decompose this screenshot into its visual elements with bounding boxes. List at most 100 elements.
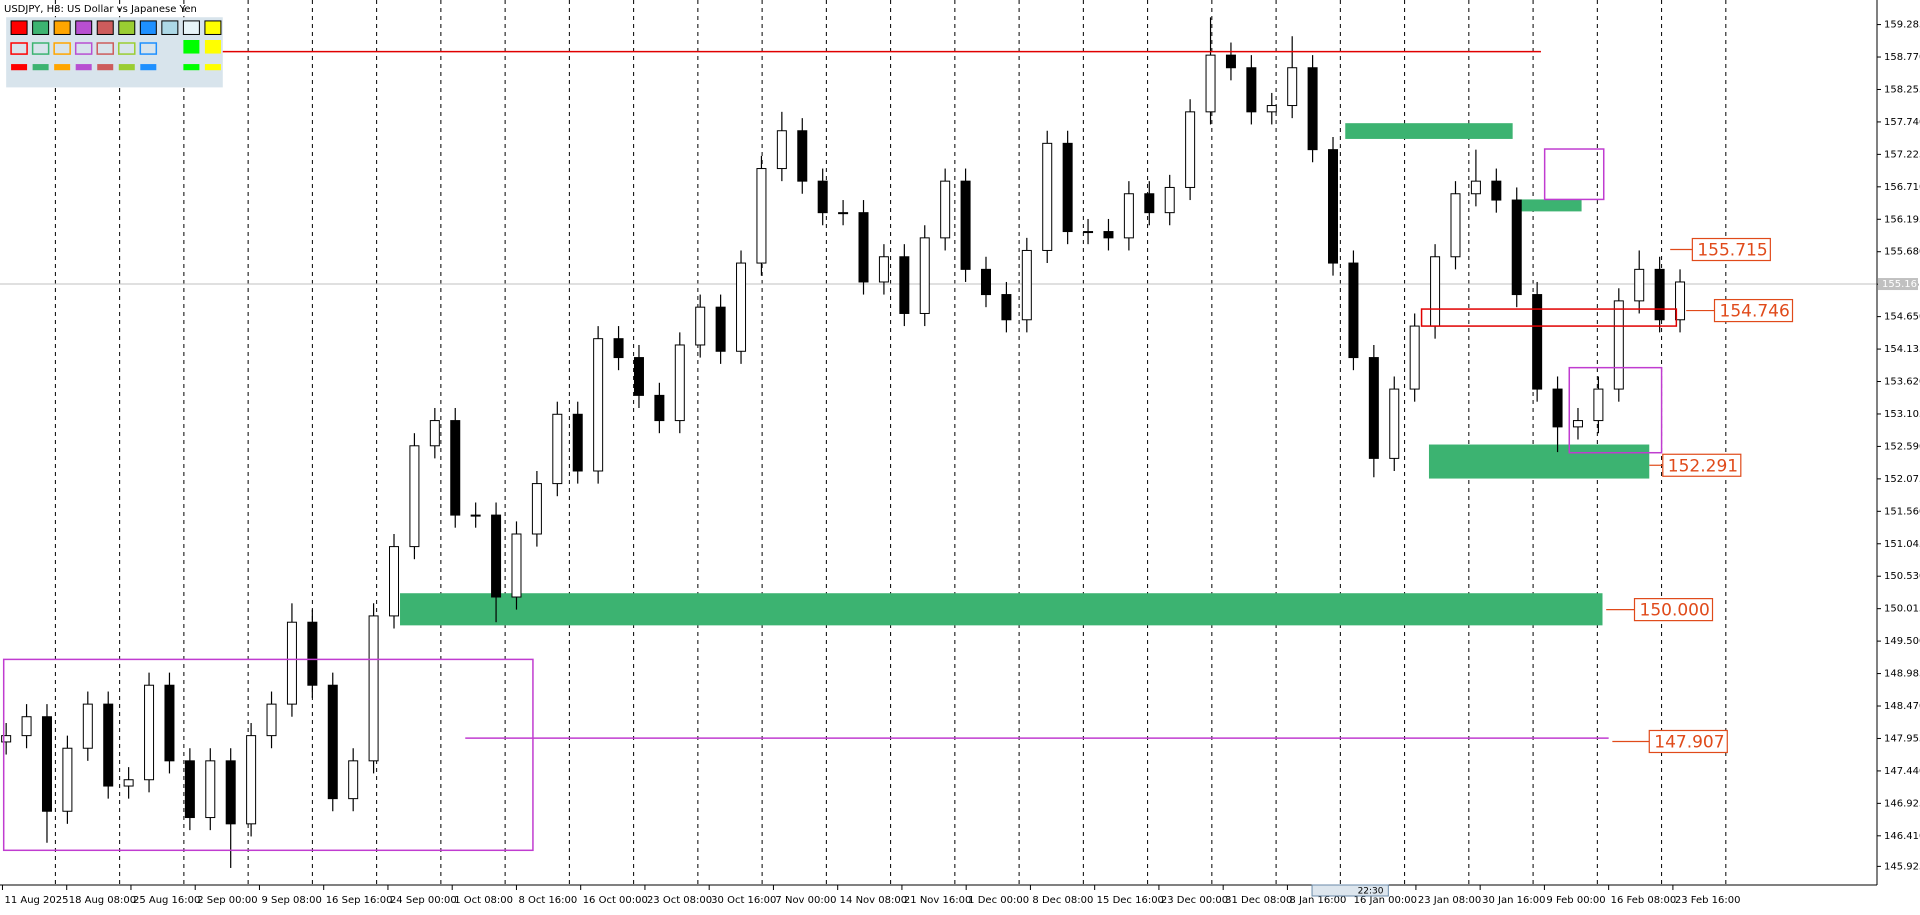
candle-body [1083, 231, 1094, 234]
color-swatch[interactable] [118, 42, 136, 55]
candle-body [103, 703, 114, 787]
color-swatch[interactable] [204, 20, 222, 35]
y-tick-label: 157.740 [1884, 117, 1920, 128]
color-swatch[interactable] [32, 20, 50, 35]
color-swatch[interactable] [96, 42, 114, 55]
level-label: 155.715 [1697, 241, 1767, 261]
candle-body [1470, 180, 1481, 195]
color-swatch[interactable] [75, 20, 93, 35]
color-swatch[interactable] [183, 64, 200, 71]
y-tick-label: 146.925 [1884, 798, 1920, 809]
color-swatch[interactable] [97, 64, 114, 71]
y-tick-label: 159.285 [1884, 20, 1920, 31]
candle-body [695, 306, 706, 346]
color-swatch[interactable] [139, 42, 158, 55]
x-tick-label: 23 Feb 16:00 [1675, 895, 1741, 906]
color-swatch[interactable] [161, 64, 178, 71]
color-swatch[interactable] [204, 64, 221, 71]
y-tick-label: 148.985 [1884, 669, 1920, 680]
y-tick-label: 151.560 [1884, 506, 1920, 517]
current-price-label: 155.167 [1882, 279, 1920, 290]
candle-body [41, 716, 52, 812]
candle-body [307, 621, 318, 686]
x-tick-label: 31 Dec 08:00 [1225, 895, 1292, 906]
candle-body [654, 394, 665, 422]
color-swatch[interactable] [161, 40, 178, 54]
range-box [1543, 148, 1605, 201]
color-swatch[interactable] [161, 20, 179, 35]
candle-body [184, 760, 195, 819]
color-swatch[interactable] [204, 40, 221, 54]
candle-body [1654, 268, 1665, 321]
x-tick-label: 24 Sep 00:00 [390, 895, 457, 906]
x-tick-label: 16 Jan 00:00 [1354, 895, 1417, 906]
color-swatch[interactable] [74, 42, 93, 55]
candle-body [450, 420, 461, 516]
candle-body [756, 168, 767, 264]
x-tick-label: 8 Jan 16:00 [1289, 895, 1346, 906]
candle-body [776, 130, 787, 170]
x-tick-label: 8 Dec 08:00 [1032, 895, 1093, 906]
color-swatch[interactable] [140, 64, 157, 71]
candle-body [1, 735, 12, 743]
x-tick-label: 8 Oct 16:00 [518, 895, 577, 906]
candle-body [470, 514, 481, 517]
chart-title: USDJPY, H8: US Dollar vs Japanese Yen [4, 4, 197, 15]
candle-body [1205, 54, 1216, 113]
candle-body [1021, 249, 1032, 321]
color-swatch[interactable] [118, 20, 136, 35]
color-swatch[interactable] [96, 20, 114, 35]
candle-body [1001, 294, 1012, 321]
y-tick-label: 153.105 [1884, 409, 1920, 420]
demand-zone [1428, 444, 1650, 479]
color-swatch[interactable] [32, 64, 49, 71]
y-tick-label: 156.710 [1884, 182, 1920, 193]
candle-body [531, 483, 542, 535]
candle-body [1675, 281, 1686, 321]
x-tick-label: 1 Oct 08:00 [454, 895, 513, 906]
candle-body [1634, 268, 1645, 302]
candle-body [491, 514, 502, 598]
color-swatch[interactable] [11, 64, 28, 71]
range-box [1568, 366, 1663, 454]
candle-body [1450, 193, 1461, 258]
candle-body [1613, 300, 1624, 390]
demand-zone [1345, 123, 1513, 139]
x-tick-label: 9 Feb 00:00 [1546, 895, 1605, 906]
x-tick-label: 9 Sep 08:00 [261, 895, 321, 906]
candle-body [797, 130, 808, 182]
color-swatch[interactable] [31, 42, 50, 55]
candle-body [674, 344, 685, 422]
color-swatch[interactable] [10, 20, 28, 35]
y-tick-label: 158.770 [1884, 52, 1920, 63]
color-swatch[interactable] [139, 20, 157, 35]
x-tick-label: 23 Jan 08:00 [1418, 895, 1481, 906]
candle-body [919, 237, 930, 314]
scroll-time-label: 22:30 [1358, 887, 1384, 897]
candle-body [1389, 388, 1400, 459]
color-swatch[interactable] [118, 64, 135, 71]
x-tick-label: 7 Nov 00:00 [775, 895, 836, 906]
candle-body [1062, 142, 1073, 233]
color-swatch[interactable] [53, 20, 71, 35]
candle-body [1348, 262, 1359, 359]
candle-body [858, 212, 869, 283]
y-tick-label: 147.440 [1884, 766, 1920, 777]
color-swatch[interactable] [75, 64, 92, 71]
color-swatch[interactable] [183, 40, 200, 54]
x-tick-label: 16 Sep 16:00 [326, 895, 393, 906]
x-tick-label: 15 Dec 16:00 [1097, 895, 1164, 906]
y-tick-label: 150.015 [1884, 604, 1920, 615]
color-swatch[interactable] [182, 20, 200, 35]
level-label: 152.291 [1668, 456, 1738, 476]
color-swatch[interactable] [53, 42, 71, 55]
candle-body [980, 268, 991, 296]
candle-body [1572, 420, 1583, 428]
zones [400, 123, 1650, 626]
color-swatch[interactable] [54, 64, 71, 71]
candle-body [1368, 357, 1379, 459]
overlays: 155.715 154.746 152.291 150.000 147.907 [2, 50, 1794, 852]
color-swatch[interactable] [10, 42, 28, 55]
y-tick-label: 151.045 [1884, 539, 1920, 550]
